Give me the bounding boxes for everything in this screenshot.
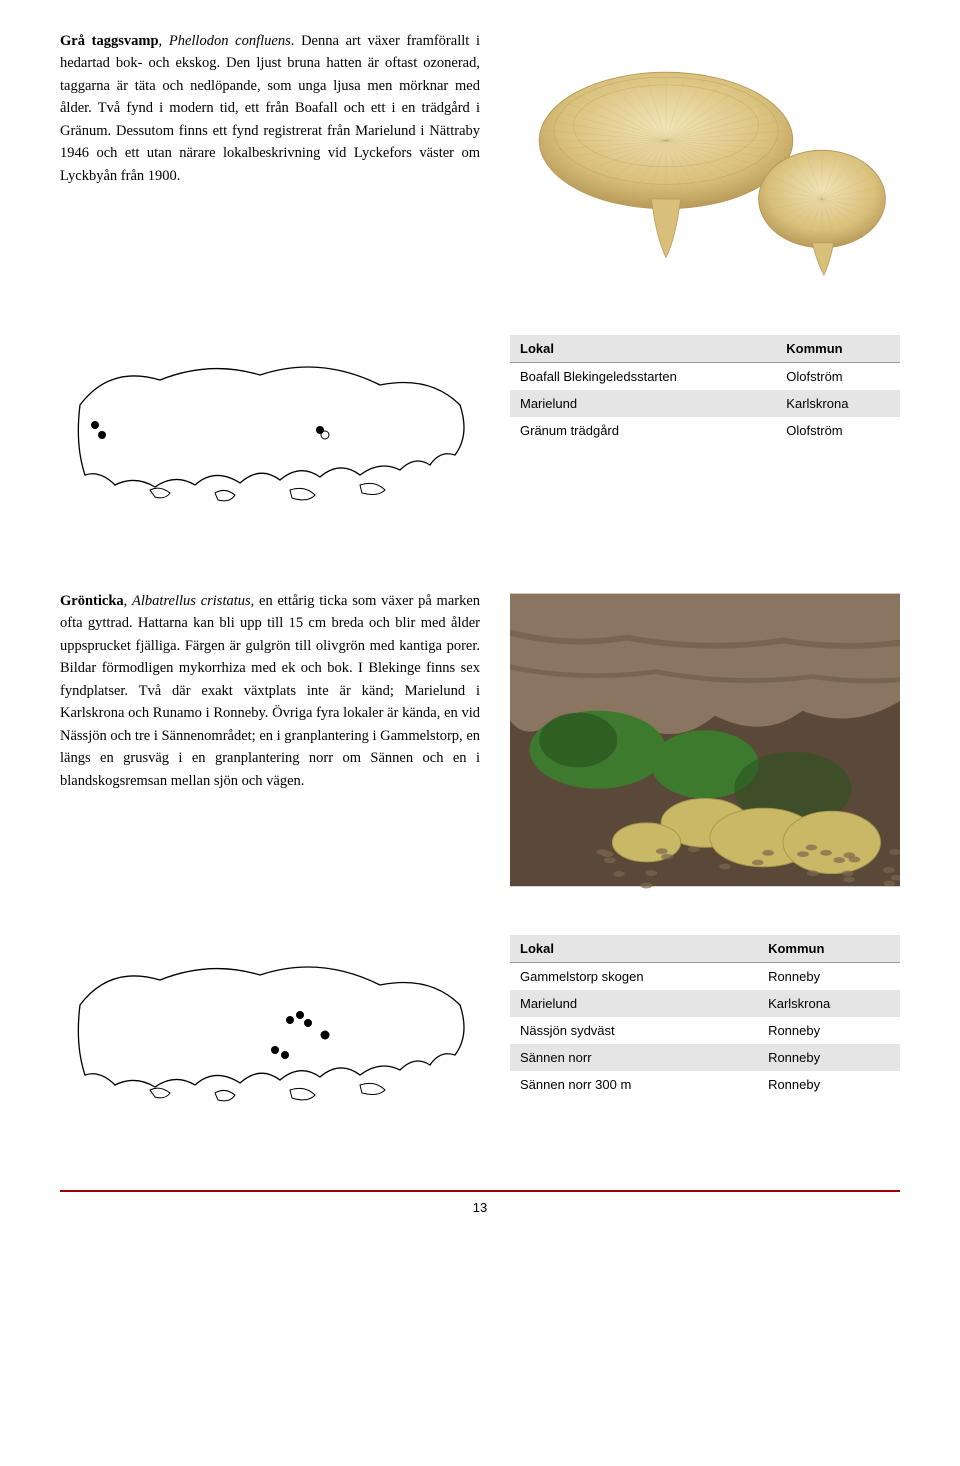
table-row: Nässjön sydvästRonneby — [510, 1017, 900, 1044]
section-2: Grönticka, Albatrellus cristatus, en ett… — [60, 590, 900, 895]
species-2-latin-name: Albatrellus cristatus — [132, 593, 251, 609]
table-row: MarielundKarlskrona — [510, 990, 900, 1017]
locality-table-1: LokalKommunBoafall BlekingeledsstartenOl… — [510, 335, 900, 444]
species-1-common-name: Grå taggsvamp — [60, 33, 159, 49]
species-2-common-name: Grönticka — [60, 593, 124, 609]
species-1-description: Denna art växer framförallt i hedartad b… — [60, 33, 480, 184]
map-2 — [60, 935, 480, 1125]
page-footer: 13 — [60, 1190, 900, 1215]
table-row: MarielundKarlskrona — [510, 390, 900, 417]
map-table-row-2: LokalKommunGammelstorp skogenRonnebyMari… — [60, 935, 900, 1130]
table-cell: Karlskrona — [758, 990, 900, 1017]
table-1-container: LokalKommunBoafall BlekingeledsstartenOl… — [510, 335, 900, 444]
table-row: Gränum trädgårdOlofström — [510, 417, 900, 444]
table-cell: Ronneby — [758, 963, 900, 991]
table-header: Lokal — [510, 935, 758, 963]
table-cell: Olofström — [776, 417, 900, 444]
table-2-container: LokalKommunGammelstorp skogenRonnebyMari… — [510, 935, 900, 1098]
table-row: Gammelstorp skogenRonneby — [510, 963, 900, 991]
species-2-description: en ettårig ticka som växer på marken oft… — [60, 593, 480, 789]
species-1-text: Grå taggsvamp, Phellodon confluens. Denn… — [60, 30, 480, 295]
table-cell: Gammelstorp skogen — [510, 963, 758, 991]
table-cell: Ronneby — [758, 1071, 900, 1098]
page: Grå taggsvamp, Phellodon confluens. Denn… — [0, 0, 960, 1255]
map-table-row-1: LokalKommunBoafall BlekingeledsstartenOl… — [60, 335, 900, 530]
table-cell: Nässjön sydväst — [510, 1017, 758, 1044]
photo-2-container — [510, 590, 900, 895]
species-2-text: Grönticka, Albatrellus cristatus, en ett… — [60, 590, 480, 895]
table-cell: Olofström — [776, 363, 900, 391]
table-cell: Sännen norr 300 m — [510, 1071, 758, 1098]
table-header: Kommun — [776, 335, 900, 363]
table-cell: Ronneby — [758, 1044, 900, 1071]
table-row: Sännen norr 300 mRonneby — [510, 1071, 900, 1098]
table-cell: Gränum trädgård — [510, 417, 776, 444]
map-1-container — [60, 335, 480, 530]
locality-table-2: LokalKommunGammelstorp skogenRonnebyMari… — [510, 935, 900, 1098]
table-cell: Boafall Blekingeledsstarten — [510, 363, 776, 391]
map-1 — [60, 335, 480, 525]
table-cell: Marielund — [510, 990, 758, 1017]
map-2-container — [60, 935, 480, 1130]
table-cell: Ronneby — [758, 1017, 900, 1044]
table-cell: Sännen norr — [510, 1044, 758, 1071]
table-cell: Marielund — [510, 390, 776, 417]
table-header: Lokal — [510, 335, 776, 363]
mushroom-illustration — [510, 30, 900, 290]
table-row: Sännen norrRonneby — [510, 1044, 900, 1071]
table-cell: Karlskrona — [776, 390, 900, 417]
illustration-1-container — [510, 30, 900, 295]
fungus-photo — [510, 590, 900, 890]
page-number: 13 — [473, 1200, 487, 1215]
table-row: Boafall BlekingeledsstartenOlofström — [510, 363, 900, 391]
table-header: Kommun — [758, 935, 900, 963]
species-1-latin-name: Phellodon confluens — [169, 33, 291, 49]
section-1: Grå taggsvamp, Phellodon confluens. Denn… — [60, 30, 900, 295]
